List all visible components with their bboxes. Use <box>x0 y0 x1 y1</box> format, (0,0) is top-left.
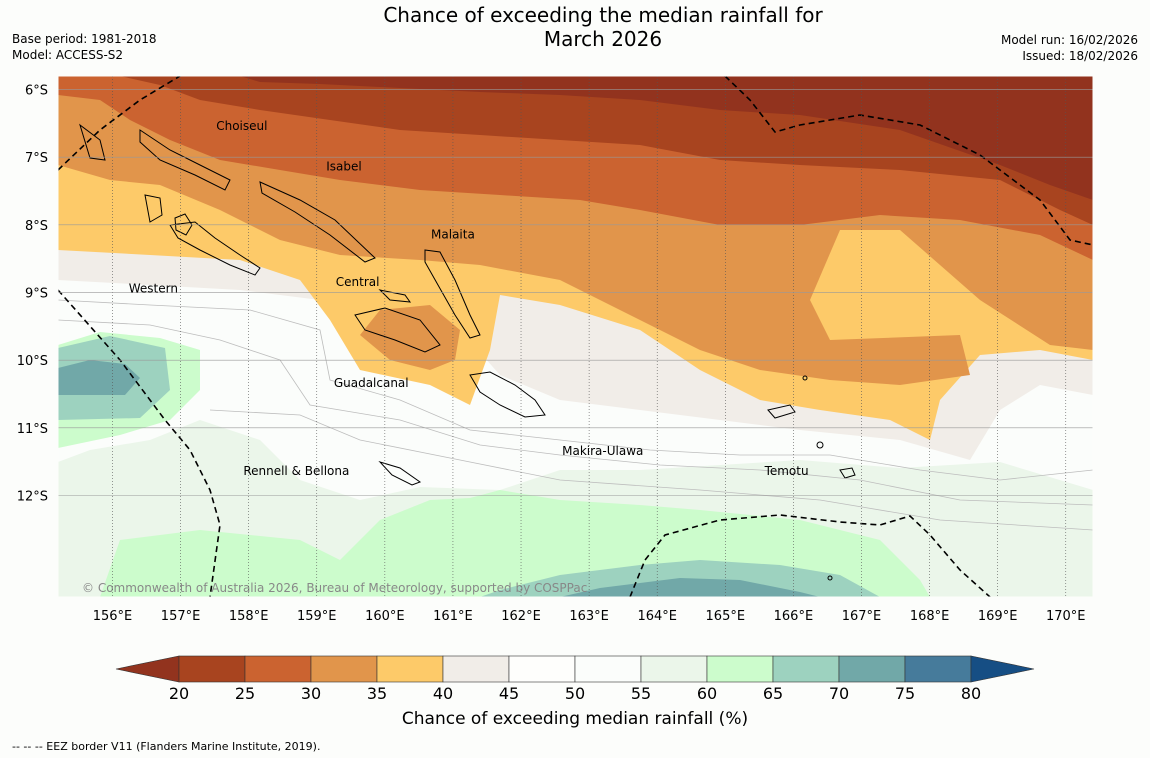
model-name: Model: ACCESS-S2 <box>12 48 124 62</box>
colorbar-tick-label: 80 <box>961 684 981 703</box>
lon-tick-label: 156°E <box>93 609 133 624</box>
colorbar-tick-label: 65 <box>763 684 783 703</box>
zone-70-75-south <box>560 578 820 597</box>
graticule <box>58 76 1093 597</box>
lat-tick-label: 6°S <box>25 84 48 99</box>
province-label: Western <box>129 282 178 296</box>
colorbar-swatch <box>838 655 906 683</box>
meta-right: Model run: 16/02/2026 Issued: 18/02/2026 <box>1001 32 1138 64</box>
colorbar-over-arrow <box>970 655 1035 683</box>
lon-tick-label: 167°E <box>842 609 882 624</box>
colorbar-tick-label: 25 <box>235 684 255 703</box>
colorbar-under-arrow <box>115 655 180 683</box>
issued-date: Issued: 18/02/2026 <box>1022 49 1138 63</box>
province-label: Rennell & Bellona <box>243 464 349 478</box>
lon-tick-label: 157°E <box>161 609 201 624</box>
colorbar-tick-label: 30 <box>301 684 321 703</box>
colorbar-title: Chance of exceeding median rainfall (%) <box>401 709 749 729</box>
colorbar-swatch <box>904 655 972 683</box>
lat-tick-label: 11°S <box>17 422 48 437</box>
lon-tick-label: 166°E <box>774 609 814 624</box>
base-period: Base period: 1981-2018 <box>12 32 157 46</box>
colorbar-tick-label: 40 <box>433 684 453 703</box>
colorbar-tick-label: 45 <box>499 684 519 703</box>
lat-tick-label: 7°S <box>25 151 48 166</box>
lat-tick-label: 12°S <box>17 490 48 505</box>
colorbar-swatch <box>640 655 708 683</box>
province-label: Isabel <box>326 160 361 174</box>
colorbar-swatch <box>772 655 840 683</box>
lon-tick-label: 169°E <box>978 609 1018 624</box>
colorbar-swatch <box>244 655 312 683</box>
lat-tick-label: 9°S <box>25 287 48 302</box>
lon-tick-label: 159°E <box>297 609 337 624</box>
colorbar-swatch <box>376 655 444 683</box>
province-label: Central <box>336 275 380 289</box>
colorbar-swatch <box>508 655 576 683</box>
lon-tick-label: 158°E <box>229 609 269 624</box>
contour-lines <box>58 299 1093 531</box>
colorbar-swatch <box>178 655 246 683</box>
colorbar-tick-label: 20 <box>169 684 189 703</box>
map-axes: 156°E 157°E 158°E 159°E 160°E 161°E 162°E 163°E… <box>17 84 1086 624</box>
province-label: Temotu <box>764 464 809 478</box>
province-label: Makira-Ulawa <box>562 444 643 458</box>
colorbar-tick-label: 50 <box>565 684 585 703</box>
colorbar-tick-label: 70 <box>829 684 849 703</box>
colorbar-swatch <box>442 655 510 683</box>
lon-tick-label: 168°E <box>910 609 950 624</box>
province-labels: Choiseul Isabel Malaita Central Western Guada… <box>129 119 809 478</box>
copyright-text: © Commonwealth of Australia 2026, Bureau… <box>82 581 587 595</box>
lat-tick-label: 8°S <box>25 219 48 234</box>
eez-footnote: -- -- -- EEZ border V11 (Flanders Marine… <box>12 740 321 753</box>
zone-70-75-west <box>58 360 140 395</box>
lon-tick-label: 161°E <box>433 609 473 624</box>
colorbar-tick-label: 60 <box>697 684 717 703</box>
lon-tick-label: 170°E <box>1046 609 1086 624</box>
lon-tick-label: 162°E <box>501 609 541 624</box>
colorbar-swatch <box>706 655 774 683</box>
lon-tick-label: 160°E <box>365 609 405 624</box>
colorbar-tick-label: 55 <box>631 684 651 703</box>
model-run: Model run: 16/02/2026 <box>1000 33 1138 47</box>
colorbar-tick-label: 75 <box>895 684 915 703</box>
colorbar-ticks: 20 25 30 35 40 45 50 55 60 65 70 75 80 <box>169 684 981 703</box>
lon-tick-label: 165°E <box>706 609 746 624</box>
zone-below-20 <box>240 76 1093 200</box>
map-frame <box>57 75 1094 598</box>
meta-left: Base period: 1981-2018 Model: ACCESS-S2 <box>12 31 157 63</box>
title-line-2: March 2026 <box>543 27 663 51</box>
province-label: Malaita <box>431 227 475 241</box>
colorbar-swatches <box>115 655 1035 683</box>
lon-tick-label: 163°E <box>569 609 609 624</box>
province-label: Choiseul <box>216 119 267 133</box>
map-title: Chance of exceeding the median rainfall … <box>0 3 1150 51</box>
title-line-1: Chance of exceeding the median rainfall … <box>383 3 823 27</box>
lon-tick-label: 164°E <box>637 609 677 624</box>
colorbar-swatch <box>310 655 378 683</box>
colorbar-tick-label: 35 <box>367 684 387 703</box>
colorbar-swatch <box>574 655 642 683</box>
province-label: Guadalcanal <box>334 376 409 390</box>
coastlines <box>79 123 856 581</box>
zone-30-35-guadalcanal <box>360 305 460 370</box>
lat-tick-label: 10°S <box>17 354 48 369</box>
rainfall-map: © Commonwealth of Australia 2026, Bureau… <box>17 75 1094 624</box>
